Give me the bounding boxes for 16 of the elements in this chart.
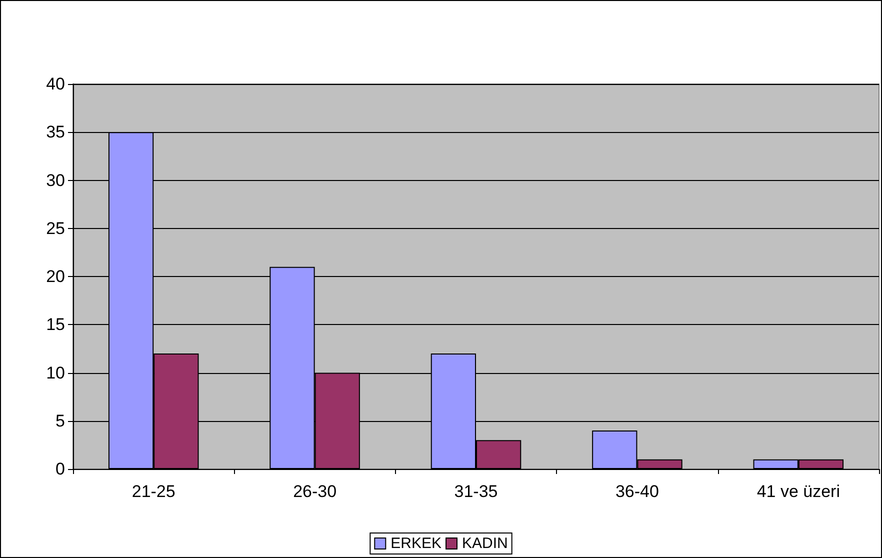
x-tick-label: 41 ve üzeri <box>756 482 840 501</box>
y-tick-label: 30 <box>46 170 65 190</box>
legend-label: ERKEK <box>390 535 442 552</box>
y-tick-label: 40 <box>46 74 65 94</box>
x-tick-label: 31-35 <box>454 482 498 501</box>
y-tick-label: 20 <box>46 267 65 286</box>
x-tick-label: 26-30 <box>293 482 337 501</box>
y-tick-label: 0 <box>56 460 65 478</box>
y-tick-label: 5 <box>56 411 65 430</box>
y-tick-label: 25 <box>46 218 65 238</box>
y-tick-label: 10 <box>46 363 65 382</box>
y-tick-label: 15 <box>46 315 65 334</box>
x-tick-label: 21-25 <box>132 482 176 501</box>
y-tick-label: 35 <box>46 122 65 142</box>
x-tick-label: 36-40 <box>615 482 659 501</box>
legend-label: KADIN <box>462 535 508 552</box>
